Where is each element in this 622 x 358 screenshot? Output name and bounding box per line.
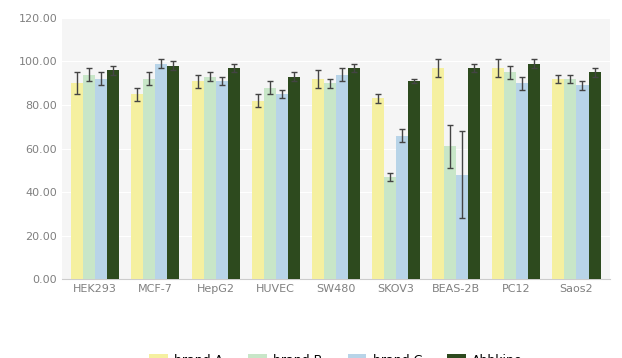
- Bar: [144, 79, 156, 279]
- Bar: [203, 77, 216, 279]
- Bar: [492, 68, 504, 279]
- Bar: [312, 79, 324, 279]
- Bar: [528, 64, 541, 279]
- Bar: [336, 74, 348, 279]
- Bar: [456, 175, 468, 279]
- Bar: [384, 177, 396, 279]
- Bar: [264, 88, 276, 279]
- Bar: [276, 94, 288, 279]
- Bar: [577, 86, 588, 279]
- Bar: [252, 101, 264, 279]
- Bar: [216, 81, 228, 279]
- Bar: [95, 79, 108, 279]
- Bar: [396, 136, 408, 279]
- Bar: [108, 70, 119, 279]
- Bar: [131, 94, 144, 279]
- Bar: [468, 68, 480, 279]
- Bar: [228, 68, 239, 279]
- Bar: [432, 68, 444, 279]
- Bar: [72, 83, 83, 279]
- Bar: [552, 79, 564, 279]
- Bar: [564, 79, 577, 279]
- Bar: [167, 66, 180, 279]
- Bar: [588, 72, 600, 279]
- Bar: [444, 146, 456, 279]
- Bar: [516, 83, 528, 279]
- Bar: [408, 81, 420, 279]
- Bar: [288, 77, 300, 279]
- Bar: [156, 64, 167, 279]
- Bar: [83, 74, 95, 279]
- Bar: [192, 81, 203, 279]
- Bar: [372, 98, 384, 279]
- Bar: [348, 68, 360, 279]
- Legend: brand A, brand B, brand C, Abbkine: brand A, brand B, brand C, Abbkine: [144, 349, 527, 358]
- Bar: [504, 72, 516, 279]
- Bar: [324, 83, 336, 279]
